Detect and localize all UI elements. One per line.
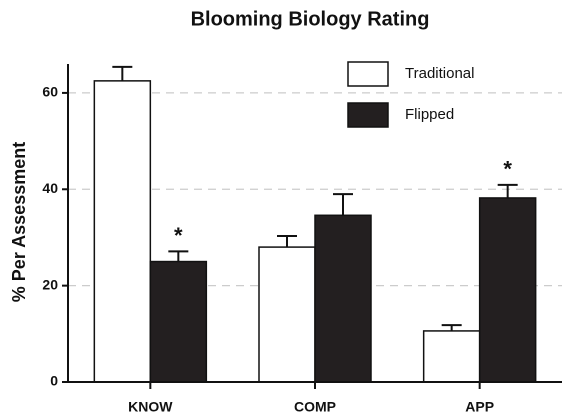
annotation: * [174,223,183,248]
legend-swatch [347,102,389,128]
bar [422,330,481,383]
annotation: * [503,157,512,182]
error-bar [333,193,353,216]
bar [478,197,537,383]
x-tick-label: COMP [294,399,336,415]
legend-label: Flipped [405,106,454,123]
bar [149,260,208,383]
y-tick-label: 0 [50,373,58,389]
error-bar [277,235,297,248]
legend-label: Traditional [405,65,474,82]
chart-title: Blooming Biology Rating [191,8,430,30]
error-bar [112,65,133,81]
y-axis-label: % Per Assessment [9,142,29,302]
error-bar [497,183,518,198]
x-tick-label: APP [465,399,494,415]
error-bar [441,324,462,331]
x-tick-label: KNOW [128,399,173,415]
error-bar [168,250,189,262]
y-tick-label: 60 [42,84,58,100]
legend-swatch [347,61,389,87]
y-tick-label: 40 [42,180,58,196]
y-tick-label: 20 [42,276,58,292]
bar [93,80,152,383]
bar [258,246,316,383]
bar [314,214,372,383]
